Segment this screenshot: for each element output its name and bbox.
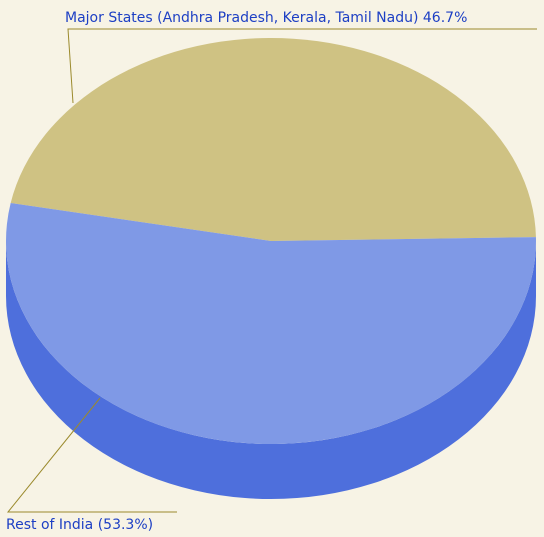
leader-line: [67, 28, 537, 104]
pie: [5, 37, 536, 499]
slice-side: [6, 241, 536, 499]
label-name: Rest of India: [6, 517, 93, 533]
label-value: (53.3%): [98, 517, 153, 533]
slice: [10, 37, 536, 242]
slice-label: Major States (Andhra Pradesh, Kerala, Ta…: [65, 10, 467, 26]
slice: [5, 203, 536, 444]
slice-label: Rest of India (53.3%): [6, 517, 153, 533]
label-name: Major States (Andhra Pradesh, Kerala, Ta…: [65, 10, 418, 26]
label-value: 46.7%: [423, 10, 467, 26]
leader-line: [6, 397, 177, 513]
